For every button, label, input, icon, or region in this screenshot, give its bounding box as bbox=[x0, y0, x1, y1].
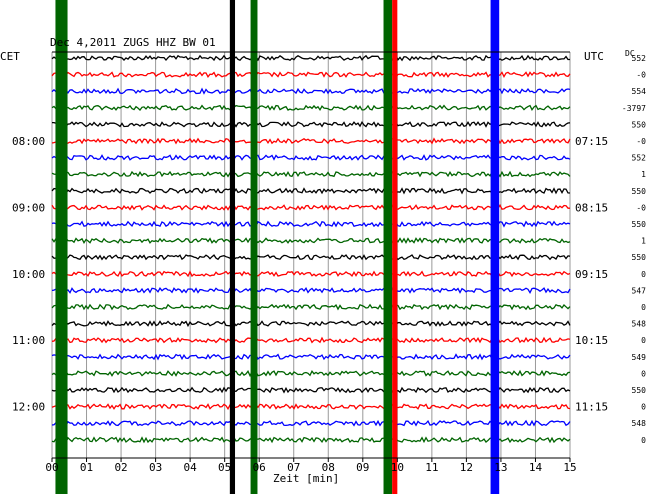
x-tick-label: 05 bbox=[218, 461, 231, 474]
event-band bbox=[229, 0, 236, 494]
dc-offset-label: -0 bbox=[636, 71, 646, 80]
event-band bbox=[55, 0, 68, 494]
dc-label: DC bbox=[625, 49, 635, 58]
traces bbox=[51, 54, 571, 444]
trace-line bbox=[51, 286, 571, 294]
x-tick-label: 10 bbox=[391, 461, 404, 474]
right-hour-label: 08:15 bbox=[575, 201, 608, 214]
trace-line bbox=[51, 403, 571, 411]
x-tick-label: 07 bbox=[287, 461, 300, 474]
trace-line bbox=[51, 104, 571, 112]
x-tick-label: 03 bbox=[149, 461, 162, 474]
trace-line bbox=[51, 253, 571, 261]
x-tick-label: 01 bbox=[80, 461, 93, 474]
right-hour-label: 10:15 bbox=[575, 334, 608, 347]
dc-offset-label: 550 bbox=[632, 120, 647, 129]
dc-offset-label: 0 bbox=[641, 403, 646, 412]
dc-offset-label: -0 bbox=[636, 203, 646, 212]
chart-title: Dec 4,2011 ZUGS HHZ BW 01 bbox=[50, 36, 216, 49]
trace-line bbox=[51, 154, 571, 161]
trace-line bbox=[51, 54, 570, 62]
trace-line bbox=[51, 71, 571, 78]
event-band bbox=[250, 0, 258, 494]
dc-offset-label: 0 bbox=[641, 303, 646, 312]
x-tick-label: 12 bbox=[460, 461, 473, 474]
x-tick-label: 14 bbox=[529, 461, 543, 474]
dc-offset-label: 550 bbox=[632, 253, 647, 262]
dc-offset-label: 0 bbox=[641, 270, 646, 279]
trace-line bbox=[51, 336, 571, 344]
event-band bbox=[392, 0, 398, 494]
trace-line bbox=[51, 87, 571, 95]
trace-line bbox=[51, 353, 571, 361]
trace-line bbox=[51, 369, 571, 378]
trace-line bbox=[51, 386, 571, 394]
trace-line bbox=[51, 303, 571, 311]
dc-offset-label: -3797 bbox=[622, 104, 646, 113]
event-band bbox=[383, 0, 393, 494]
dc-offset-label: 547 bbox=[632, 286, 647, 295]
x-tick-label: 13 bbox=[494, 461, 507, 474]
dc-offset-label: 552 bbox=[632, 54, 647, 63]
trace-line bbox=[51, 170, 571, 178]
x-tick-label: 04 bbox=[184, 461, 198, 474]
trace-line bbox=[52, 120, 571, 128]
left-hour-label: 11:00 bbox=[12, 334, 45, 347]
right-hour-label: 07:15 bbox=[575, 135, 608, 148]
left-hour-label: 08:00 bbox=[12, 135, 45, 148]
x-tick-label: 00 bbox=[45, 461, 58, 474]
trace-line bbox=[51, 436, 571, 444]
dc-offset-label: 550 bbox=[632, 386, 647, 395]
trace-line bbox=[51, 220, 571, 228]
right-hour-label: 11:15 bbox=[575, 401, 608, 414]
trace-line bbox=[51, 237, 571, 245]
trace-line bbox=[51, 203, 570, 211]
axes bbox=[51, 51, 571, 462]
left-hour-label: 12:00 bbox=[12, 401, 45, 414]
dc-offset-label: 0 bbox=[641, 436, 646, 445]
dc-offset-label: 548 bbox=[632, 320, 647, 329]
x-tick-label: 02 bbox=[114, 461, 127, 474]
dc-offset-label: 552 bbox=[632, 154, 647, 163]
dc-offset-label: 548 bbox=[632, 419, 647, 428]
dc-offset-label: -0 bbox=[636, 137, 646, 146]
left-hour-label: 10:00 bbox=[12, 268, 45, 281]
dc-offset-label: 1 bbox=[641, 237, 646, 246]
x-tick-label: 09 bbox=[356, 461, 369, 474]
right-axis-label: UTC bbox=[584, 50, 604, 63]
x-axis-label: Zeit [min] bbox=[273, 472, 339, 485]
left-hour-label: 09:00 bbox=[12, 201, 45, 214]
tick-labels: 00 01 02 03 04 05 06 07 08 09 10 11 12 13 14 1508:0009:… bbox=[12, 54, 646, 474]
dc-offset-label: 550 bbox=[632, 220, 647, 229]
dc-offset-label: 0 bbox=[641, 336, 646, 345]
x-tick-label: 11 bbox=[425, 461, 438, 474]
x-tick-label: 15 bbox=[563, 461, 576, 474]
events bbox=[55, 0, 500, 494]
event-band bbox=[490, 0, 500, 494]
trace-line bbox=[51, 419, 571, 427]
trace-line bbox=[51, 187, 571, 195]
trace-line bbox=[51, 270, 571, 278]
right-hour-label: 09:15 bbox=[575, 268, 608, 281]
left-axis-label: CET bbox=[0, 50, 20, 63]
dc-offset-label: 549 bbox=[632, 353, 647, 362]
x-tick-label: 06 bbox=[253, 461, 266, 474]
dc-offset-label: 554 bbox=[632, 87, 647, 96]
trace-line bbox=[51, 137, 571, 145]
x-tick-label: 08 bbox=[322, 461, 335, 474]
dc-offset-label: 1 bbox=[641, 170, 646, 179]
trace-line bbox=[51, 320, 571, 328]
dc-offset-label: 550 bbox=[632, 187, 647, 196]
dc-offset-label: 0 bbox=[641, 369, 646, 378]
